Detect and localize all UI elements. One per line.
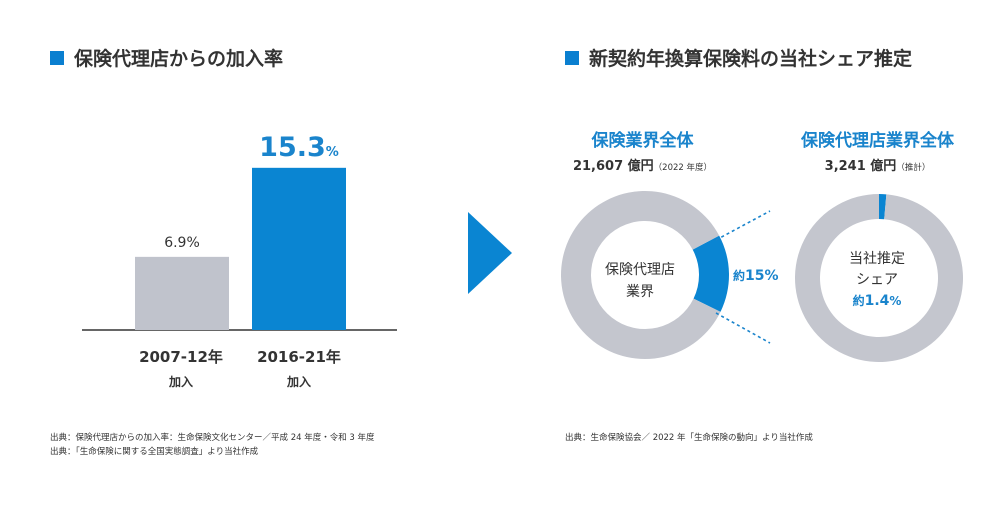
source-line: 出典：保険代理店からの加入率：生命保険文化センター／平成 24 年度・令和 3 … xyxy=(50,433,375,443)
center-line: 当社推定 xyxy=(849,251,905,267)
bar-value-label-2: 15.3% xyxy=(252,132,346,163)
center-line: シェア xyxy=(856,272,898,288)
donut1-center-label: 保険代理店 業界 xyxy=(595,259,685,303)
donut2-chart xyxy=(795,194,963,363)
donut-charts xyxy=(561,190,963,363)
donut1-slice-label: 約15% xyxy=(733,267,779,284)
donut2-note: （推計） xyxy=(896,163,931,173)
donut2-slice-label: 約1.4% xyxy=(832,291,922,312)
right-arrow-icon xyxy=(468,212,512,294)
slice-value: 15 xyxy=(745,268,765,284)
right-title-text: 新契約年換算保険料の当社シェア推定 xyxy=(589,48,913,70)
right-source: 出典：生命保険協会／ 2022 年「生命保険の動向」より当社作成 xyxy=(565,431,813,445)
donut2-total: 3,241 億円 xyxy=(824,159,897,174)
center-line: 保険代理店 xyxy=(605,262,675,278)
category-line1: 2007-12年 xyxy=(139,348,223,366)
donut1-chart xyxy=(561,190,729,359)
bar-chart xyxy=(82,167,397,331)
donut1-title: 保険業界全体 xyxy=(591,131,694,151)
right-panel-title: 新契約年換算保険料の当社シェア推定 xyxy=(565,44,912,71)
slice-unit: % xyxy=(889,294,902,308)
bar-2 xyxy=(252,167,346,330)
bar-value-number: 15.3 xyxy=(259,131,326,163)
donut2-title: 保険代理店業界全体 xyxy=(801,131,954,151)
category-label-1: 2007-12年 加入 xyxy=(135,346,227,390)
title-square-icon xyxy=(50,50,64,65)
donut2-center-label: 当社推定 シェア 約1.4% xyxy=(832,249,922,312)
title-square-icon xyxy=(565,50,579,65)
donut2-header: 保険代理店業界全体 3,241 億円（推計） xyxy=(790,126,965,174)
donut2-slice-2 xyxy=(795,194,963,363)
donut1-header: 保険業界全体 21,607 億円（2022 年度） xyxy=(555,126,730,174)
left-title-text: 保険代理店からの加入率 xyxy=(74,48,284,70)
bar-1 xyxy=(135,256,229,330)
donut2-subtitle: 3,241 億円（推計） xyxy=(790,155,965,174)
donut2-slice-1 xyxy=(879,194,887,220)
source-line: 出典：「生命保険に関する全国実態調査」より当社作成 xyxy=(50,447,259,457)
left-panel-title: 保険代理店からの加入率 xyxy=(50,44,283,71)
left-source: 出典：保険代理店からの加入率：生命保険文化センター／平成 24 年度・令和 3 … xyxy=(50,431,375,459)
slice-unit: % xyxy=(764,268,779,284)
bar-value-number: 6.9 xyxy=(164,234,187,251)
category-line2: 加入 xyxy=(286,375,311,389)
source-line: 出典：生命保険協会／ 2022 年「生命保険の動向」より当社作成 xyxy=(565,433,813,443)
category-line2: 加入 xyxy=(168,375,193,389)
bar-value-unit: % xyxy=(325,144,339,160)
bar-value-unit: % xyxy=(186,234,200,251)
slice-prefix: 約 xyxy=(852,294,865,308)
slice-value: 1.4 xyxy=(864,293,890,309)
connector-line-top xyxy=(715,210,771,241)
donut1-slice-1 xyxy=(692,235,729,312)
category-label-2: 2016-21年 加入 xyxy=(252,346,346,390)
bar-value-label-1: 6.9% xyxy=(135,235,229,251)
connector-line-bottom xyxy=(715,312,771,344)
center-line: 業界 xyxy=(626,284,654,300)
slice-prefix: 約 xyxy=(733,269,746,283)
donut1-slice-2 xyxy=(561,190,721,359)
category-line1: 2016-21年 xyxy=(257,348,341,366)
donut1-note: （2022 年度） xyxy=(653,163,713,173)
donut1-subtitle: 21,607 億円（2022 年度） xyxy=(555,155,730,174)
donut1-total: 21,607 億円 xyxy=(572,159,654,174)
